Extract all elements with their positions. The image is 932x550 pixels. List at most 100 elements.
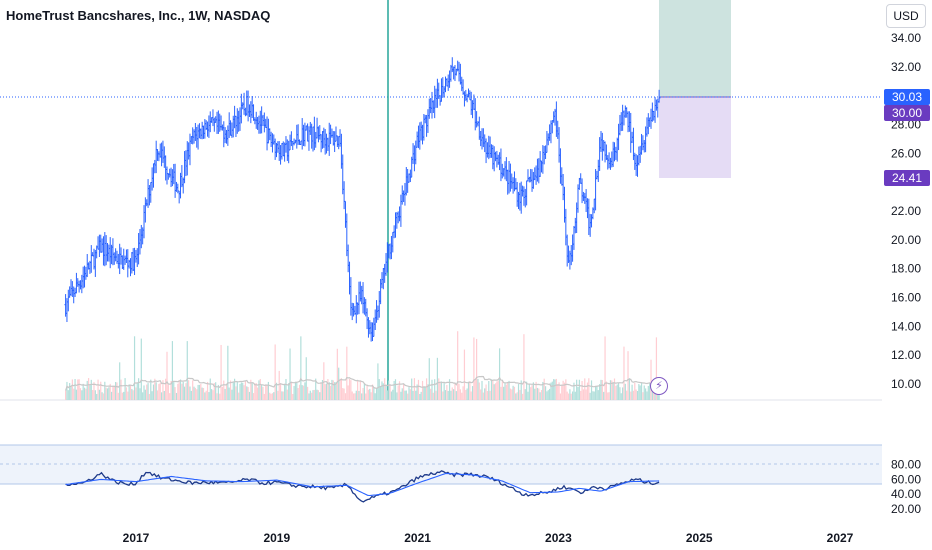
price-bar	[611, 141, 615, 167]
volume-bar	[544, 386, 547, 400]
price-bar	[164, 155, 167, 181]
volume-bar	[392, 389, 394, 400]
volume-bar	[277, 390, 279, 400]
volume-bar	[104, 381, 106, 400]
volume-bar	[557, 384, 559, 400]
price-bar	[363, 297, 366, 315]
volume-bar	[248, 391, 251, 400]
price-bar	[655, 99, 658, 111]
price-bar	[328, 122, 331, 156]
price-bar	[90, 245, 93, 273]
price-bar	[357, 281, 361, 315]
price-bar	[276, 141, 280, 153]
volume-bar	[428, 358, 430, 400]
price-bar	[173, 163, 177, 198]
volume-bar	[655, 337, 658, 400]
volume-bar	[208, 392, 210, 400]
price-bar	[217, 110, 220, 134]
volume-bar	[446, 384, 448, 400]
price-bar	[482, 128, 485, 148]
volume-bar	[507, 382, 509, 400]
volume-bar	[259, 379, 261, 400]
volume-bar	[106, 388, 109, 400]
volume-bar	[160, 392, 163, 400]
currency-selector[interactable]: USD	[886, 4, 926, 28]
volume-bar	[639, 385, 641, 400]
volume-bar	[140, 338, 142, 400]
price-bar	[449, 64, 453, 82]
volume-bar	[398, 381, 401, 400]
volume-bar	[588, 378, 590, 400]
volume-bar	[490, 379, 493, 400]
volume-bar	[71, 379, 73, 400]
price-axis[interactable]: 10.0012.0014.0016.0018.0020.0022.0024.00…	[891, 31, 921, 391]
price-bar	[118, 243, 121, 275]
volume-bar	[170, 381, 172, 400]
volume-bar	[516, 392, 518, 400]
volume-bar	[577, 387, 579, 400]
price-bar	[598, 137, 601, 171]
volume-bar	[105, 387, 107, 400]
price-bar	[584, 189, 588, 213]
price-bar	[561, 174, 565, 201]
price-bar	[196, 124, 200, 150]
price-bar	[653, 97, 657, 123]
price-bar	[290, 131, 293, 147]
volume-bar	[401, 388, 403, 400]
price-bar	[507, 161, 511, 194]
price-bar	[651, 102, 654, 122]
volume-bar	[438, 378, 440, 400]
volume-bar	[129, 385, 132, 400]
price-bar	[587, 198, 591, 236]
price-bar	[647, 113, 650, 135]
price-bar	[614, 146, 618, 160]
volume-bar	[66, 381, 68, 400]
volume-bar	[147, 383, 149, 400]
volume-bar	[597, 390, 599, 400]
volume-bar	[154, 378, 156, 400]
time-axis[interactable]: 2017 2019 2021 2023 2025 2027	[123, 531, 854, 545]
price-bar	[499, 148, 503, 182]
price-bar	[311, 126, 315, 152]
price-bar	[522, 186, 526, 206]
volume-bar	[100, 381, 102, 400]
price-bar	[480, 128, 484, 150]
price-bar	[579, 173, 582, 184]
price-bar	[79, 280, 82, 290]
volume-bar	[501, 380, 503, 400]
price-bar	[649, 108, 653, 129]
volume-bar	[70, 385, 72, 400]
price-bar	[369, 322, 373, 342]
volume-bar	[489, 390, 491, 400]
price-bar	[77, 280, 81, 293]
price-bar	[599, 131, 603, 152]
volume-bar	[256, 387, 259, 400]
volume-bar	[204, 392, 206, 400]
volume-bar	[211, 389, 213, 400]
volume-bar	[289, 348, 291, 400]
price-bar	[621, 104, 624, 131]
price-bar	[234, 115, 238, 137]
price-bar	[445, 78, 449, 87]
price-bar	[547, 133, 550, 146]
price-bar	[203, 119, 207, 139]
volume-bar	[647, 385, 649, 400]
volume-bar	[290, 381, 292, 400]
volume-bar	[307, 386, 309, 400]
volume-bar	[313, 389, 315, 400]
volume-bar	[97, 379, 99, 400]
price-axis-label: 14.00	[891, 319, 921, 333]
volume-bar	[282, 391, 284, 400]
price-bar	[342, 181, 346, 210]
lightning-icon[interactable]: ⚡	[650, 377, 668, 395]
volume-bar	[466, 388, 468, 400]
price-bar	[471, 100, 474, 119]
price-bar	[426, 109, 430, 133]
price-bar	[273, 138, 277, 160]
volume-bar	[348, 378, 351, 400]
volume-bar	[108, 387, 110, 400]
price-bar	[606, 155, 609, 170]
volume-bar	[528, 383, 530, 400]
